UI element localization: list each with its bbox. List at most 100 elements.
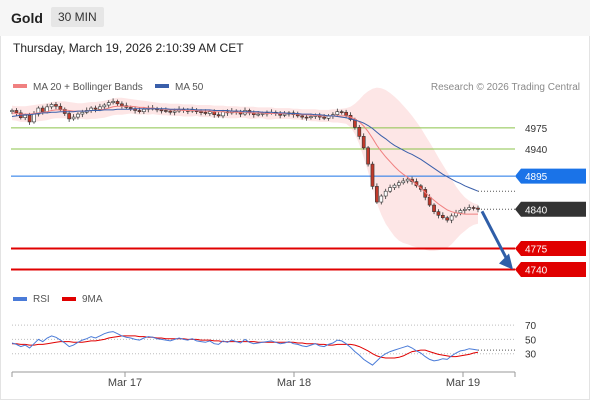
candle bbox=[366, 146, 370, 167]
moving-averages bbox=[11, 105, 479, 215]
rsi-panel: 70 50 30 bbox=[11, 321, 537, 366]
candle-body bbox=[67, 113, 71, 120]
candle-body bbox=[14, 110, 19, 114]
candle-body bbox=[36, 107, 41, 115]
rsi-legend: RSI 9MA bbox=[13, 294, 103, 305]
candle bbox=[445, 215, 450, 223]
candle-body bbox=[256, 113, 261, 116]
forecast-arrow-shaft bbox=[480, 210, 509, 261]
level-label-4840: 4840 bbox=[525, 205, 548, 216]
level-label-4740: 4740 bbox=[525, 266, 548, 277]
candle-body bbox=[449, 215, 454, 221]
candle bbox=[120, 101, 124, 109]
candle bbox=[471, 205, 476, 211]
candle-body bbox=[361, 136, 366, 149]
level-tag-4840: 4840 bbox=[515, 201, 586, 217]
candle-body bbox=[458, 210, 463, 214]
candle bbox=[304, 114, 309, 121]
candle bbox=[383, 188, 388, 200]
rsi-tick-label-70: 70 bbox=[525, 321, 537, 332]
legend-swatch-rsi bbox=[13, 297, 27, 301]
candle-body bbox=[98, 106, 102, 110]
level-label-4895: 4895 bbox=[525, 172, 548, 183]
candle bbox=[397, 180, 401, 189]
legend-swatch-rsi-ma bbox=[62, 297, 76, 301]
level-label-4775: 4775 bbox=[525, 244, 548, 255]
candle bbox=[357, 124, 362, 140]
candle-body bbox=[111, 101, 115, 103]
candle-body bbox=[128, 107, 133, 109]
candle-body bbox=[80, 111, 85, 115]
candle-body bbox=[71, 116, 76, 120]
candle bbox=[49, 102, 54, 110]
candle-body bbox=[366, 147, 370, 165]
candle-body bbox=[476, 207, 480, 210]
level-tag-bg-4840 bbox=[515, 201, 586, 217]
legend-label-ma20: MA 20 + Bollinger Bands bbox=[33, 82, 143, 93]
candle bbox=[282, 111, 287, 118]
candle bbox=[335, 108, 340, 117]
candle-body bbox=[304, 116, 309, 119]
legend-swatch-ma20 bbox=[13, 84, 27, 88]
candle bbox=[440, 212, 445, 220]
candle-body bbox=[115, 101, 120, 105]
legend-label-rsi-ma: 9MA bbox=[82, 294, 103, 305]
candle bbox=[295, 111, 300, 118]
chart-timestamp: Thursday, March 19, 2026 2:10:39 AM CET bbox=[13, 41, 244, 55]
forecast-arrow-head bbox=[499, 253, 513, 270]
candle-body bbox=[335, 111, 340, 115]
rsi-ma-line bbox=[12, 335, 479, 359]
candle bbox=[476, 205, 480, 213]
candle bbox=[361, 133, 366, 150]
candle-body bbox=[137, 110, 142, 112]
candle-body bbox=[462, 208, 467, 211]
candle-body bbox=[120, 103, 124, 106]
candle bbox=[401, 177, 406, 185]
level-tag-bg-4775 bbox=[515, 240, 586, 256]
legend-swatch-ma50 bbox=[155, 84, 169, 88]
x-tick-label: Mar 18 bbox=[277, 377, 311, 389]
rsi-line bbox=[11, 331, 479, 366]
instrument-title: Gold bbox=[11, 10, 43, 26]
rsi-tick-label-30: 30 bbox=[525, 350, 537, 361]
candle-body bbox=[260, 113, 265, 115]
candle-body bbox=[427, 196, 432, 206]
candle-body bbox=[357, 127, 362, 137]
candle-body bbox=[207, 111, 212, 114]
candle bbox=[76, 112, 80, 120]
candle-body bbox=[76, 113, 80, 118]
candle-body bbox=[168, 110, 173, 113]
candle-body bbox=[10, 110, 14, 112]
level-tag-4775: 4775 bbox=[515, 240, 586, 256]
candle-body bbox=[102, 104, 107, 108]
candle bbox=[344, 109, 348, 119]
x-axis: Mar 17 Mar 18 Mar 19 bbox=[11, 371, 516, 389]
candle bbox=[379, 194, 384, 205]
timeframe-button[interactable]: 30 MIN bbox=[51, 7, 104, 27]
level-tag-bg-4895 bbox=[515, 168, 586, 184]
candle bbox=[14, 108, 19, 116]
candle-body bbox=[401, 180, 406, 184]
legend-label-rsi: RSI bbox=[33, 294, 50, 305]
candle-body bbox=[49, 104, 54, 108]
candle-body bbox=[54, 104, 58, 107]
candle-body bbox=[32, 113, 36, 123]
candle bbox=[458, 208, 463, 216]
candle-body bbox=[432, 204, 436, 212]
level-tag-bg-4740 bbox=[515, 262, 586, 278]
candle-body bbox=[106, 102, 111, 106]
candle-body bbox=[199, 111, 203, 113]
candle-body bbox=[383, 190, 388, 197]
candle-body bbox=[467, 207, 472, 210]
candle bbox=[449, 213, 454, 224]
forecast-arrow bbox=[480, 210, 513, 270]
candle-body bbox=[471, 207, 476, 209]
chart-header: Gold 30 MIN bbox=[0, 0, 590, 36]
candle-body bbox=[27, 114, 32, 123]
candle-body bbox=[375, 186, 379, 203]
main-legend: MA 20 + Bollinger Bands MA 50 Research ©… bbox=[13, 82, 580, 93]
candle bbox=[467, 204, 472, 212]
candle-body bbox=[379, 195, 384, 203]
candle bbox=[93, 105, 98, 113]
candle bbox=[111, 98, 115, 105]
